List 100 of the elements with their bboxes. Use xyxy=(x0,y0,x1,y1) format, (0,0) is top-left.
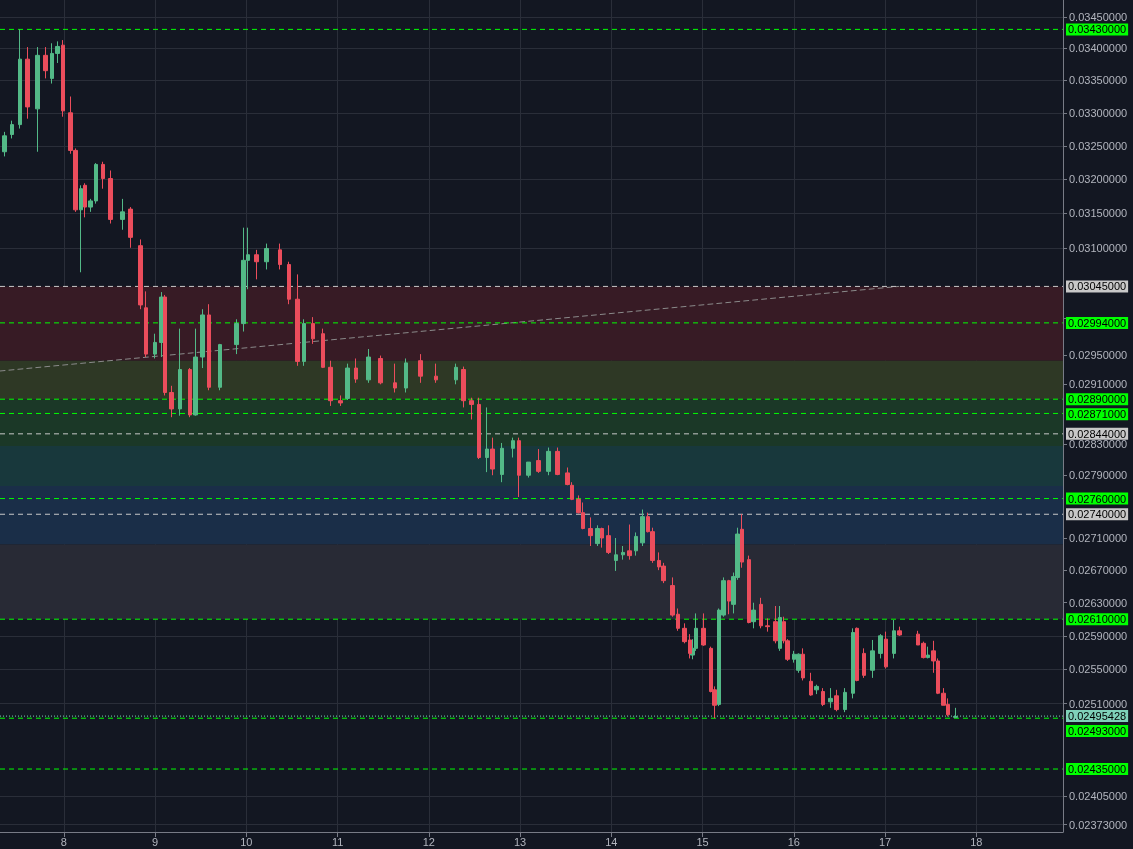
ref-line-label: 0.02890000 xyxy=(1068,393,1127,406)
candlestick xyxy=(321,328,325,369)
candlestick xyxy=(747,555,751,624)
ref-line-label: 0.02844000 xyxy=(1068,427,1127,440)
candlestick xyxy=(485,406,489,473)
candlestick xyxy=(595,524,600,547)
candlestick xyxy=(138,238,143,310)
candlestick xyxy=(526,461,531,479)
candlestick xyxy=(751,602,756,629)
candlestick xyxy=(218,343,222,391)
candlestick xyxy=(477,397,481,460)
candlestick xyxy=(614,537,618,572)
candlestick xyxy=(600,527,604,549)
x-tick-label: 13 xyxy=(513,835,527,848)
candlestick xyxy=(897,626,902,637)
candlestick xyxy=(759,597,763,629)
candlestick xyxy=(295,273,300,367)
candlestick xyxy=(144,290,148,358)
candlestick xyxy=(773,605,778,644)
candlestick xyxy=(178,328,182,417)
candlestick xyxy=(821,687,825,707)
candlestick xyxy=(469,397,474,420)
candlestick xyxy=(241,227,246,333)
y-tick-label: 0.02790000 xyxy=(1069,469,1128,482)
candlestick xyxy=(855,626,859,682)
y-tick-label: 0.02405000 xyxy=(1069,789,1128,802)
x-tick-label: 18 xyxy=(970,835,983,848)
candlestick xyxy=(870,639,875,679)
candlestick xyxy=(234,318,239,355)
candlestick xyxy=(25,46,30,120)
y-tick-label: 0.03100000 xyxy=(1069,241,1128,254)
candlestick xyxy=(393,363,397,393)
candlestick xyxy=(434,363,438,384)
candlestick xyxy=(338,394,343,407)
ref-line-label: 0.03045000 xyxy=(1068,280,1127,293)
candlestick xyxy=(953,707,958,718)
y-tick-label: 0.02373000 xyxy=(1069,818,1128,831)
candlestick xyxy=(169,385,174,418)
x-tick-label: 12 xyxy=(422,835,435,848)
candlestick xyxy=(801,647,805,681)
candlestick xyxy=(43,46,48,79)
candlestick xyxy=(287,261,291,305)
candlestick xyxy=(193,328,198,417)
candlestick xyxy=(79,184,83,273)
candlestick xyxy=(862,647,866,679)
ref-line-label: 0.02435000 xyxy=(1068,763,1127,776)
candlestick xyxy=(814,684,819,695)
y-tick-label: 0.02590000 xyxy=(1069,629,1128,642)
candlestick xyxy=(311,316,315,345)
candlestick xyxy=(634,531,638,557)
y-tick-label: 0.03150000 xyxy=(1069,207,1128,220)
y-tick-label: 0.03450000 xyxy=(1069,10,1128,23)
candlestick xyxy=(701,612,706,647)
y-tick-label: 0.02710000 xyxy=(1069,532,1128,545)
x-tick-label: 17 xyxy=(878,835,892,848)
y-tick-label: 0.03250000 xyxy=(1069,139,1128,152)
y-tick-label: 0.02670000 xyxy=(1069,564,1128,577)
candlestick xyxy=(120,198,125,231)
candlestick xyxy=(153,333,157,359)
y-tick-label: 0.03350000 xyxy=(1069,74,1128,87)
candlestick xyxy=(809,672,813,697)
x-tick-label: 14 xyxy=(605,835,618,848)
x-tick-label: 15 xyxy=(696,835,709,848)
ref-line-label: 0.02493000 xyxy=(1068,725,1127,738)
y-tick-label: 0.03200000 xyxy=(1069,173,1128,186)
candlestick xyxy=(834,689,839,712)
candlestick xyxy=(354,358,358,384)
y-tick-label: 0.02630000 xyxy=(1069,596,1128,609)
ref-line-label: 0.02760000 xyxy=(1068,492,1127,505)
candlestick xyxy=(278,243,282,270)
candlestick xyxy=(621,545,625,561)
candlestick xyxy=(188,367,192,418)
candlestick xyxy=(207,303,211,391)
candlestick xyxy=(843,687,847,713)
y-tick-label: 0.02510000 xyxy=(1069,697,1128,710)
candlestick xyxy=(61,39,65,118)
candlestick xyxy=(490,437,495,476)
ref-line-label: 0.02740000 xyxy=(1068,508,1127,521)
y-tick-label: 0.02910000 xyxy=(1069,378,1128,391)
y-tick-label: 0.02830000 xyxy=(1069,438,1128,451)
y-tick-label: 0.03300000 xyxy=(1069,106,1128,119)
candlestick xyxy=(200,308,205,369)
candlestick xyxy=(740,513,744,569)
candlestick xyxy=(500,442,504,483)
ref-line-label: 0.03430000 xyxy=(1068,23,1127,36)
candlestick xyxy=(588,516,593,547)
candlestick xyxy=(640,509,645,547)
candlestick xyxy=(627,524,632,561)
candlestick xyxy=(404,358,408,393)
candlestick xyxy=(10,120,14,139)
candlestick xyxy=(163,294,167,396)
candlestick xyxy=(884,631,888,670)
candlestick xyxy=(454,363,458,385)
candlestick xyxy=(328,360,333,407)
candlestick xyxy=(366,348,371,384)
ref-line-label: 0.02871000 xyxy=(1068,408,1127,421)
candlestick xyxy=(892,619,896,659)
candlestick xyxy=(778,605,782,652)
candlestick xyxy=(536,448,541,474)
candlestick xyxy=(2,131,7,157)
